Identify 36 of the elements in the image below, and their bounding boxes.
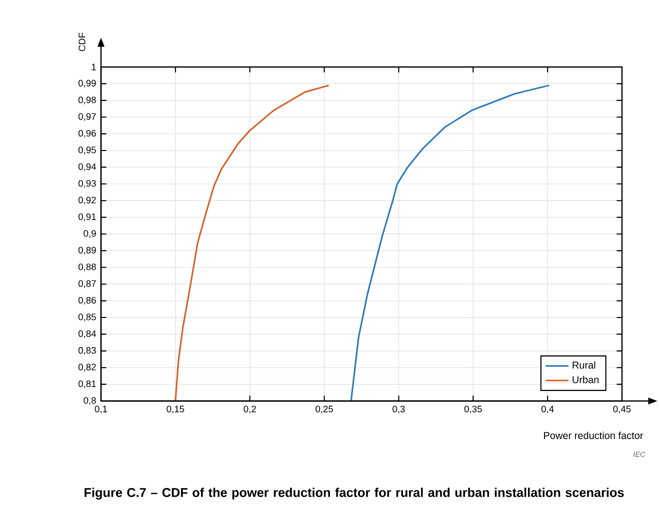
- y-tick-label: 0,86: [78, 296, 96, 305]
- y-tick-label: 0,98: [78, 96, 96, 104]
- y-tick-label: 0,93: [78, 180, 96, 188]
- y-tick-label: 0,96: [78, 130, 96, 138]
- x-tick-label: 0,1: [94, 406, 108, 414]
- legend-label: Rural: [572, 361, 596, 369]
- y-tick-label: 0,95: [78, 146, 96, 154]
- y-tick-label: 0,84: [78, 330, 96, 338]
- x-tick-label: 0,2: [244, 406, 256, 414]
- text: Figure C.7 – CDF of the power reduction factor for rural and urban installation scenarios: [84, 488, 624, 500]
- x-tick-label: 0,15: [166, 406, 184, 414]
- y-tick-label: 0,87: [78, 280, 96, 288]
- x-tick-label: 0,3: [392, 406, 405, 414]
- y-tick-label: 1: [92, 64, 96, 70]
- y-tick-label: 0,89: [78, 246, 96, 255]
- x-tick-label: 0,4: [541, 406, 554, 414]
- y-tick-label: 0,9: [84, 230, 96, 238]
- y-tick-label: 0,82: [78, 364, 96, 372]
- y-tick-label: 0,85: [78, 314, 96, 322]
- x-tick-label: 0,35: [464, 406, 482, 414]
- x-tick-label: 0,25: [316, 406, 333, 414]
- y-tick-label: 0,8: [84, 397, 96, 405]
- y-tick-label: 0,97: [78, 113, 96, 121]
- x-axis-title: Power reduction factor: [544, 432, 644, 440]
- line-series: [174, 84, 330, 402]
- y-tick-label: 0,92: [78, 196, 96, 204]
- y-axis-title: CDF: [78, 32, 86, 52]
- x-tick-label: 0,45: [613, 406, 631, 414]
- line-series: [350, 84, 550, 402]
- y-tick-label: 0,88: [78, 264, 96, 272]
- y-tick-label: 0,81: [78, 380, 96, 388]
- y-tick-label: 0,83: [78, 347, 96, 355]
- y-tick-label: 0,99: [78, 80, 96, 88]
- legend-label: Urban: [572, 376, 599, 384]
- y-tick-label: 0,94: [78, 163, 96, 172]
- y-tick-label: 0,91: [78, 213, 96, 222]
